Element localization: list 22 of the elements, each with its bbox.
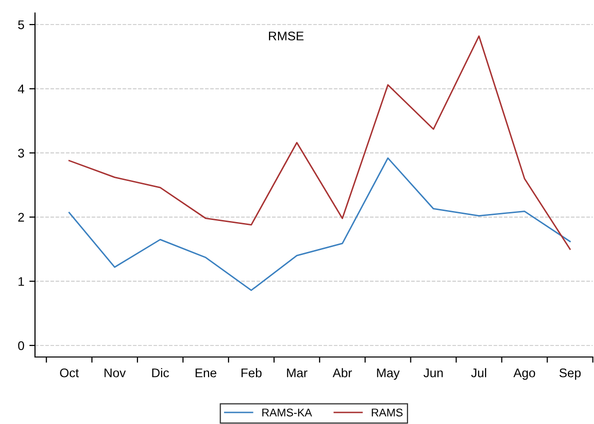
x-tick-label: May [377, 368, 400, 380]
x-tick-label: Ago [513, 368, 536, 380]
x-tick-label: Ene [196, 368, 216, 378]
line-series [68, 157, 571, 291]
y-tick-label: 5 [18, 20, 24, 30]
x-tick-label: Oct [60, 368, 79, 378]
y-tick-label: 2 [18, 212, 24, 222]
x-tick-label: Nov [104, 368, 126, 378]
y-tick-label: 1 [18, 277, 24, 286]
x-tick-label: Abr [332, 368, 352, 378]
x-tick-label: Jul [471, 368, 486, 378]
x-tick-label: Dic [152, 368, 169, 378]
legend-label: RAMS [372, 408, 403, 416]
y-tick-label: 0 [18, 341, 24, 350]
y-tick-label: 4 [18, 84, 24, 94]
x-tick-label: Jun [424, 368, 443, 378]
y-tick-label: 3 [18, 148, 24, 158]
x-tick-label: Feb [242, 368, 262, 378]
x-tick-label: Sep [559, 368, 581, 380]
x-tick-label: Mar [287, 368, 308, 378]
legend-label: RAMS-KA [262, 408, 312, 416]
text: RMSE [268, 32, 304, 40]
